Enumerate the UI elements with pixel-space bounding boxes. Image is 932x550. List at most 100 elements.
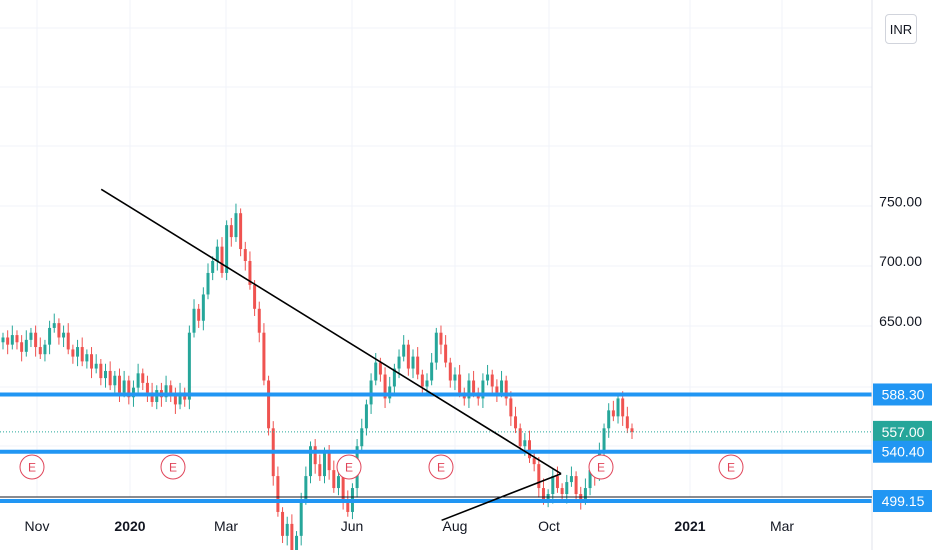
- candle: [602, 423, 606, 460]
- candle: [248, 251, 252, 290]
- candle: [20, 335, 24, 362]
- candle: [495, 379, 499, 403]
- candle: [15, 330, 19, 350]
- candle: [416, 347, 420, 380]
- price-badge: 557.00: [873, 420, 932, 443]
- candle: [309, 441, 313, 484]
- candle: [90, 347, 94, 379]
- candle: [318, 454, 322, 481]
- earnings-marker[interactable]: E: [19, 454, 45, 480]
- candle: [24, 330, 28, 357]
- candle: [206, 263, 210, 300]
- time-tick-label: Aug: [443, 518, 468, 534]
- price-badge-label: 557.00: [882, 424, 925, 440]
- candle: [276, 466, 280, 517]
- candle: [57, 318, 61, 345]
- earnings-marker-label: E: [597, 461, 605, 475]
- candle: [239, 208, 243, 257]
- candle: [104, 363, 108, 388]
- candle: [136, 363, 140, 393]
- candle: [364, 399, 368, 436]
- candle: [43, 339, 47, 362]
- candle: [173, 387, 177, 414]
- candle: [476, 387, 480, 406]
- candle: [108, 361, 112, 391]
- earnings-marker-label: E: [727, 461, 735, 475]
- earnings-marker[interactable]: E: [588, 454, 614, 480]
- time-tick-label: Mar: [770, 518, 794, 534]
- candle: [99, 358, 103, 386]
- earnings-marker-label: E: [169, 461, 177, 475]
- candle: [388, 376, 392, 404]
- candle: [94, 354, 98, 374]
- candle: [569, 466, 573, 487]
- earnings-marker[interactable]: E: [428, 454, 454, 480]
- time-tick-label: Mar: [214, 518, 238, 534]
- candle: [565, 474, 569, 504]
- candle: [467, 373, 471, 408]
- time-tick-label: 2020: [114, 518, 145, 534]
- candle: [183, 387, 187, 407]
- candle: [117, 368, 121, 403]
- candle: [267, 375, 271, 436]
- candle: [448, 357, 452, 388]
- candle: [290, 514, 294, 550]
- candle: [486, 364, 490, 386]
- candle: [430, 353, 434, 386]
- candle: [113, 370, 117, 393]
- candle: [630, 423, 634, 440]
- price-badge: 499.15: [873, 490, 932, 513]
- candle: [625, 406, 629, 434]
- candle: [127, 375, 131, 405]
- candle: [551, 468, 555, 504]
- candle: [313, 439, 317, 474]
- candle: [211, 256, 215, 281]
- candle: [295, 531, 299, 550]
- earnings-marker[interactable]: E: [336, 454, 362, 480]
- candle: [560, 483, 564, 502]
- candle: [253, 280, 257, 316]
- candle: [192, 299, 196, 338]
- currency-button[interactable]: INR: [885, 14, 917, 44]
- candle: [71, 344, 75, 364]
- price-badge-label: 540.40: [882, 444, 925, 460]
- candle: [332, 460, 336, 493]
- earnings-marker[interactable]: E: [160, 454, 186, 480]
- trendline[interactable]: [100, 188, 562, 475]
- chart-grid: [0, 0, 872, 497]
- candle: [29, 327, 33, 348]
- candle: [229, 217, 233, 247]
- candle: [579, 486, 583, 510]
- candle: [155, 385, 159, 410]
- candle: [425, 373, 429, 397]
- candle: [80, 337, 84, 367]
- candle: [201, 287, 205, 331]
- price-axis[interactable]: 750.00700.00650.00450.00588.30557.00540.…: [871, 0, 932, 550]
- candle: [262, 323, 266, 386]
- time-axis[interactable]: Nov 2020 Mar Jun Aug Oct 2021 Mar: [0, 496, 872, 534]
- candle: [281, 507, 285, 544]
- time-tick-label: 2021: [674, 518, 705, 534]
- candle: [48, 320, 52, 355]
- candle: [411, 349, 415, 379]
- candle: [285, 516, 289, 546]
- candle: [621, 391, 625, 426]
- earnings-marker[interactable]: E: [718, 454, 744, 480]
- candle: [383, 367, 387, 408]
- candle: [243, 241, 247, 271]
- candle: [420, 369, 424, 394]
- time-tick-label: Nov: [25, 518, 50, 534]
- candle: [234, 203, 238, 242]
- price-badge-label: 588.30: [882, 386, 925, 402]
- time-tick-label: Oct: [538, 518, 560, 534]
- candle: [257, 301, 261, 343]
- earnings-marker-label: E: [437, 461, 445, 475]
- time-tick-label: Jun: [341, 518, 364, 534]
- candle: [616, 393, 620, 424]
- price-badge: 540.40: [873, 440, 932, 463]
- candle: [444, 335, 448, 368]
- candle: [187, 325, 191, 410]
- candle: [169, 380, 173, 403]
